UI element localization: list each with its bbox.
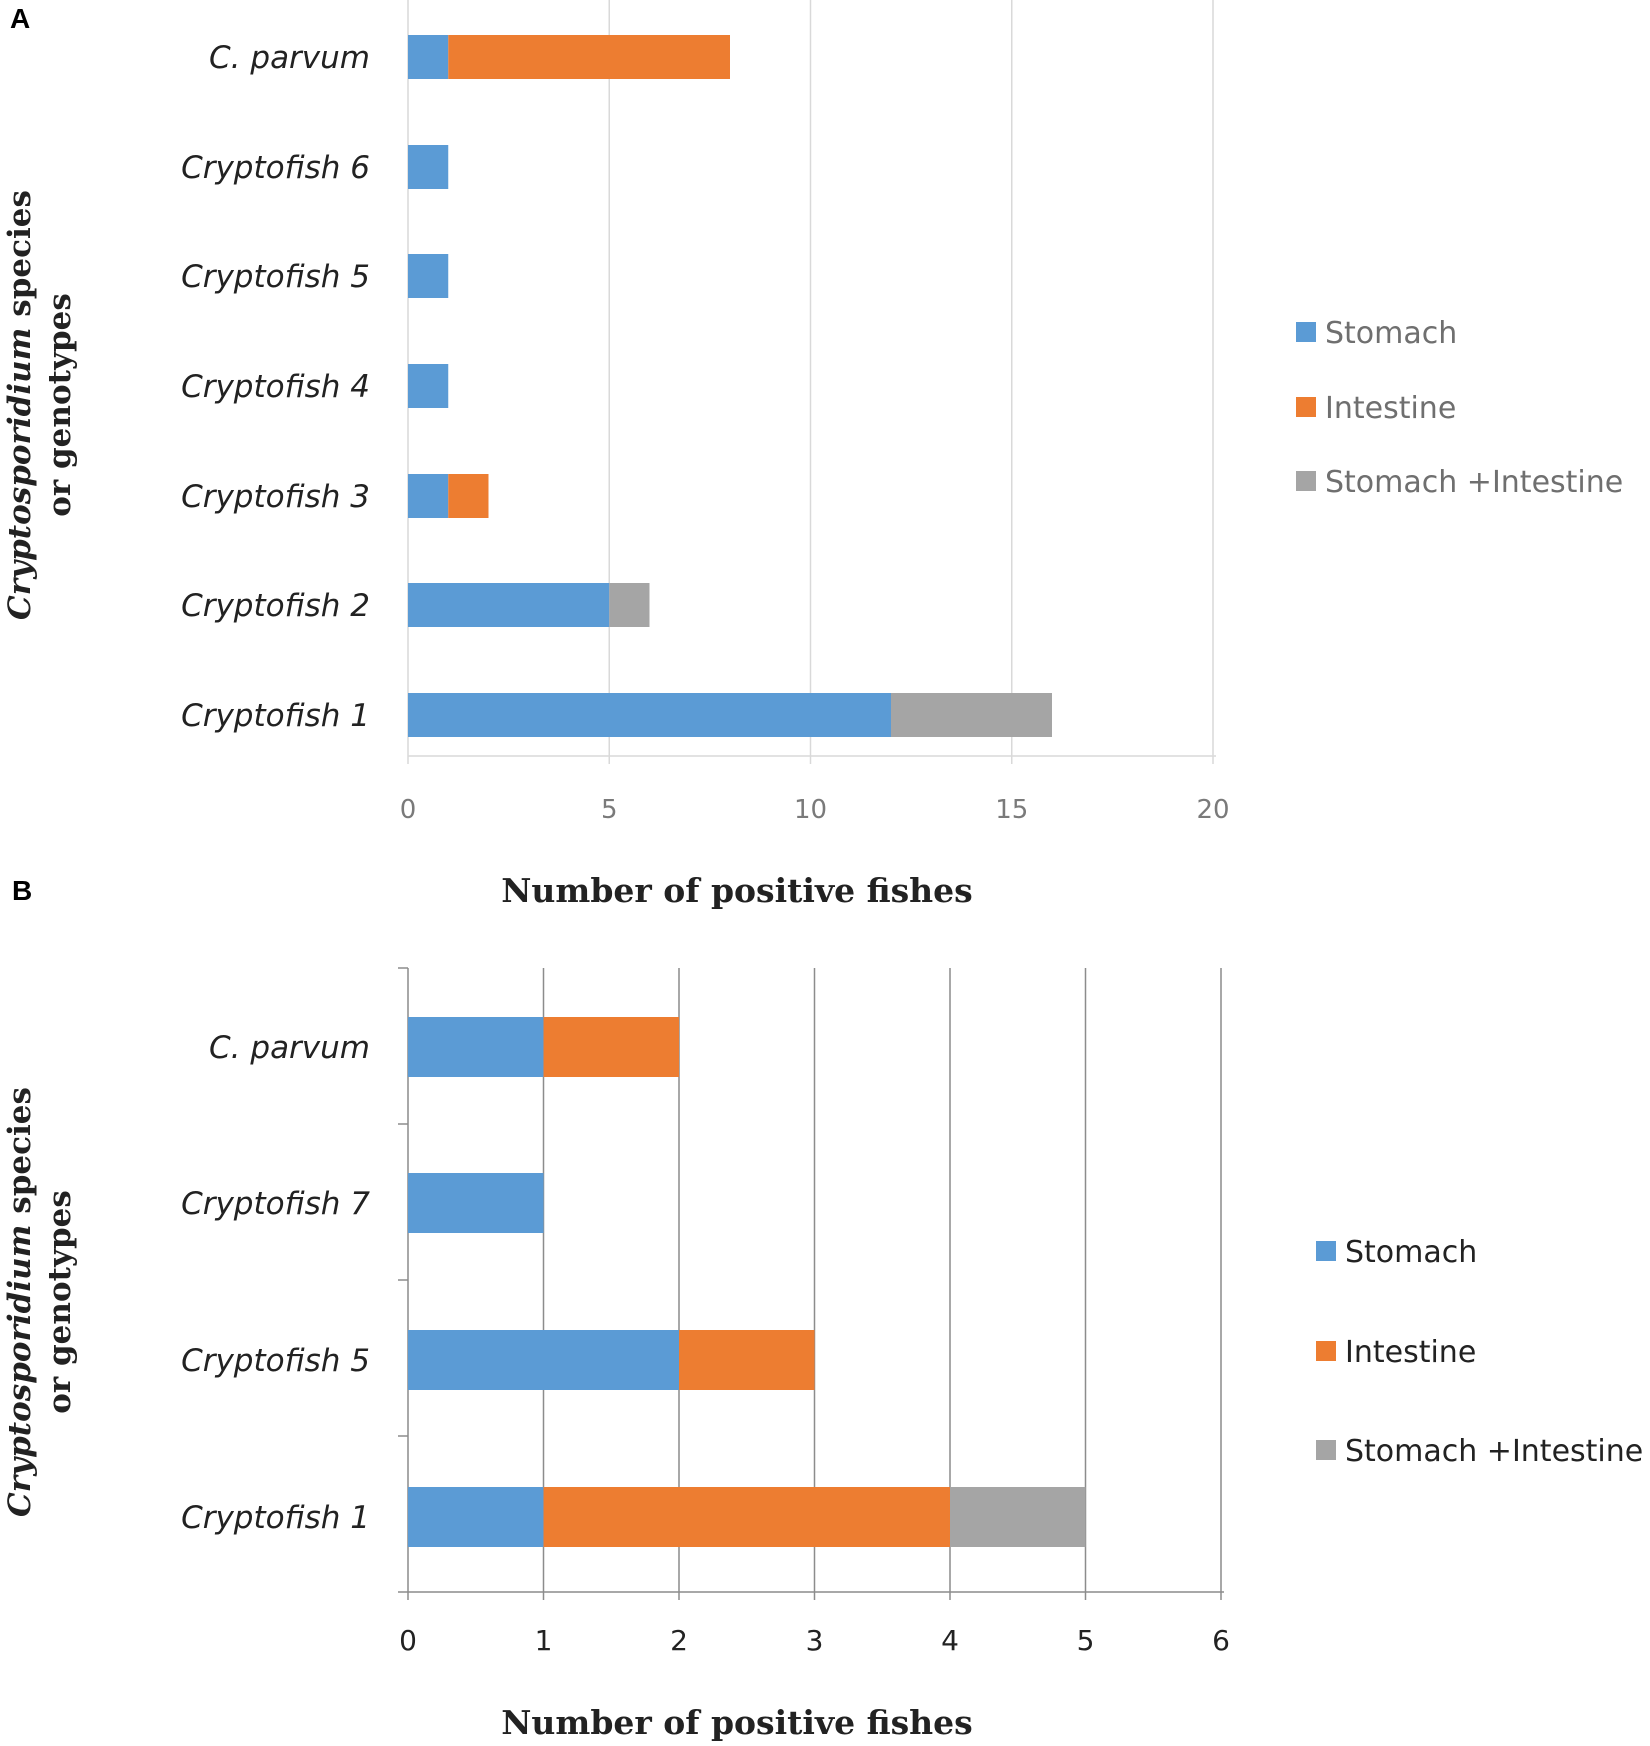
panel-a: A C. parvum Cryptofish 6 Cryptofish 5 Crypt… <box>2 0 1623 910</box>
panel-a-tick-label-5: 5 <box>601 795 618 825</box>
panel-b-category-label-cryptofish-1: Cryptofish 1 <box>181 1500 370 1536</box>
panel-b-y-axis-title: Cryptosporidium species or genotypes <box>2 1087 78 1517</box>
panel-a-x-axis-title: Number of positive fishes <box>501 871 973 910</box>
svg-text:Cryptosporidium species: Cryptosporidium species <box>2 1087 38 1517</box>
panel-a-bar-cryptofish-2-stomach-intestine <box>609 583 650 627</box>
panel-a-category-label-cryptofish-4: Cryptofish 4 <box>181 369 370 405</box>
panel-b-bar-c-parvum-intestine <box>543 1017 679 1077</box>
panel-a-tick-label-15: 15 <box>995 795 1028 825</box>
panel-b-bar-cryptofish-1-intestine <box>543 1487 950 1547</box>
panel-b-legend: Stomach Intestine Stomach +Intestine <box>1316 1235 1643 1469</box>
panel-b-tick-labels: 0 1 2 3 4 5 6 <box>399 1624 1230 1657</box>
panel-b-legend-swatch-stomach-intestine <box>1316 1440 1336 1460</box>
panel-b-legend-label-stomach: Stomach <box>1345 1235 1477 1270</box>
panel-b-x-axis-title: Number of positive fishes <box>501 1703 973 1742</box>
panel-b-legend-swatch-intestine <box>1316 1341 1336 1361</box>
panel-b-legend-swatch-stomach <box>1316 1241 1336 1261</box>
panel-b-bar-cryptofish-7-stomach <box>408 1173 544 1233</box>
panel-b-category-label-cryptofish-5: Cryptofish 5 <box>181 1343 370 1379</box>
panel-a-bar-cryptofish-1-stomach-intestine <box>891 693 1052 737</box>
panel-a-category-label-cryptofish-3: Cryptofish 3 <box>181 479 370 515</box>
panel-a-category-label-c-parvum: C. parvum <box>209 40 370 76</box>
panel-b-y-axis-title-italic: Cryptosporidium <box>2 1225 38 1517</box>
panel-b-tick-label-6: 6 <box>1212 1624 1230 1657</box>
panel-a-tick-label-20: 20 <box>1196 795 1229 825</box>
panel-a-legend-swatch-intestine <box>1296 397 1316 417</box>
panel-a-y-axis-title: Cryptosporidium species or genotypes <box>2 190 78 620</box>
panel-b-tick-label-5: 5 <box>1077 1624 1095 1657</box>
panel-a-bar-cryptofish-3-stomach <box>408 474 449 518</box>
panel-b-category-label-c-parvum: C. parvum <box>209 1030 370 1066</box>
panel-b-y-axis-title-line2: or genotypes <box>42 1190 78 1414</box>
panel-b-tick-label-4: 4 <box>941 1624 959 1657</box>
panel-a-y-axis-title-line2: or genotypes <box>42 293 78 517</box>
panel-a-tick-label-0: 0 <box>400 795 417 825</box>
panel-a-legend-label-stomach: Stomach <box>1325 316 1457 351</box>
panel-b-tick-label-1: 1 <box>535 1624 553 1657</box>
panel-b-tick-label-3: 3 <box>806 1624 824 1657</box>
panel-a-category-label-cryptofish-2: Cryptofish 2 <box>181 588 370 624</box>
panel-b-bar-cryptofish-1-stomach <box>408 1487 544 1547</box>
panel-a-tick-label-10: 10 <box>794 795 827 825</box>
panel-a-gridlines <box>407 0 1216 764</box>
panel-b-tick-label-0: 0 <box>399 1624 417 1657</box>
panel-b-bar-cryptofish-5-intestine <box>679 1330 815 1390</box>
panel-b-legend-label-intestine: Intestine <box>1345 1335 1476 1370</box>
panel-b-tick-label-2: 2 <box>670 1624 688 1657</box>
panel-b-legend-label-stomach-intestine: Stomach +Intestine <box>1345 1434 1643 1469</box>
panel-b-bars <box>408 1017 1086 1547</box>
panel-b-y-axis-title-rest: species <box>2 1087 38 1224</box>
panel-a-bars <box>408 35 1052 737</box>
panel-a-bar-cryptofish-4-stomach <box>408 364 449 408</box>
panel-a-category-label-cryptofish-1: Cryptofish 1 <box>181 698 370 734</box>
panel-a-bar-cryptofish-6-stomach <box>408 145 449 189</box>
panel-b: B C. parvum Cryptofish 7 Cryptofish 5 Crypt… <box>2 875 1643 1742</box>
panel-a-bar-cryptofish-5-stomach <box>408 254 449 298</box>
panel-a-category-label-cryptofish-6: Cryptofish 6 <box>181 150 370 186</box>
panel-b-category-labels: C. parvum Cryptofish 7 Cryptofish 5 Cryptof… <box>181 1030 370 1536</box>
panel-a-category-labels: C. parvum Cryptofish 6 Cryptofish 5 Cryptof… <box>181 40 370 734</box>
panel-a-legend: Stomach Intestine Stomach +Intestine <box>1296 316 1623 500</box>
panel-a-legend-label-stomach-intestine: Stomach +Intestine <box>1325 465 1623 500</box>
panel-b-category-label-cryptofish-7: Cryptofish 7 <box>181 1186 370 1222</box>
panel-a-category-label-cryptofish-5: Cryptofish 5 <box>181 259 370 295</box>
panel-a-legend-label-intestine: Intestine <box>1325 391 1456 426</box>
panel-a-legend-swatch-stomach-intestine <box>1296 471 1316 491</box>
panel-b-bar-c-parvum-stomach <box>408 1017 544 1077</box>
panel-b-bar-cryptofish-1-stomach-intestine <box>950 1487 1086 1547</box>
svg-text:Cryptosporidium species: Cryptosporidium species <box>2 190 38 620</box>
panel-a-tick-labels: 0 5 10 15 20 <box>400 795 1230 825</box>
panel-a-bar-c-parvum-stomach <box>408 35 449 79</box>
panel-b-bar-cryptofish-5-stomach <box>408 1330 679 1390</box>
panel-a-bar-c-parvum-intestine <box>448 35 730 79</box>
panel-a-bar-cryptofish-2-stomach <box>408 583 610 627</box>
panel-a-bar-cryptofish-1-stomach <box>408 693 891 737</box>
panel-a-legend-swatch-stomach <box>1296 322 1316 342</box>
panel-a-label: A <box>10 3 30 34</box>
panel-b-label: B <box>12 875 32 906</box>
panel-a-y-axis-title-rest: species <box>2 190 38 327</box>
panel-a-bar-cryptofish-3-intestine <box>448 474 489 518</box>
panel-a-y-axis-title-italic: Cryptosporidium <box>2 328 38 620</box>
